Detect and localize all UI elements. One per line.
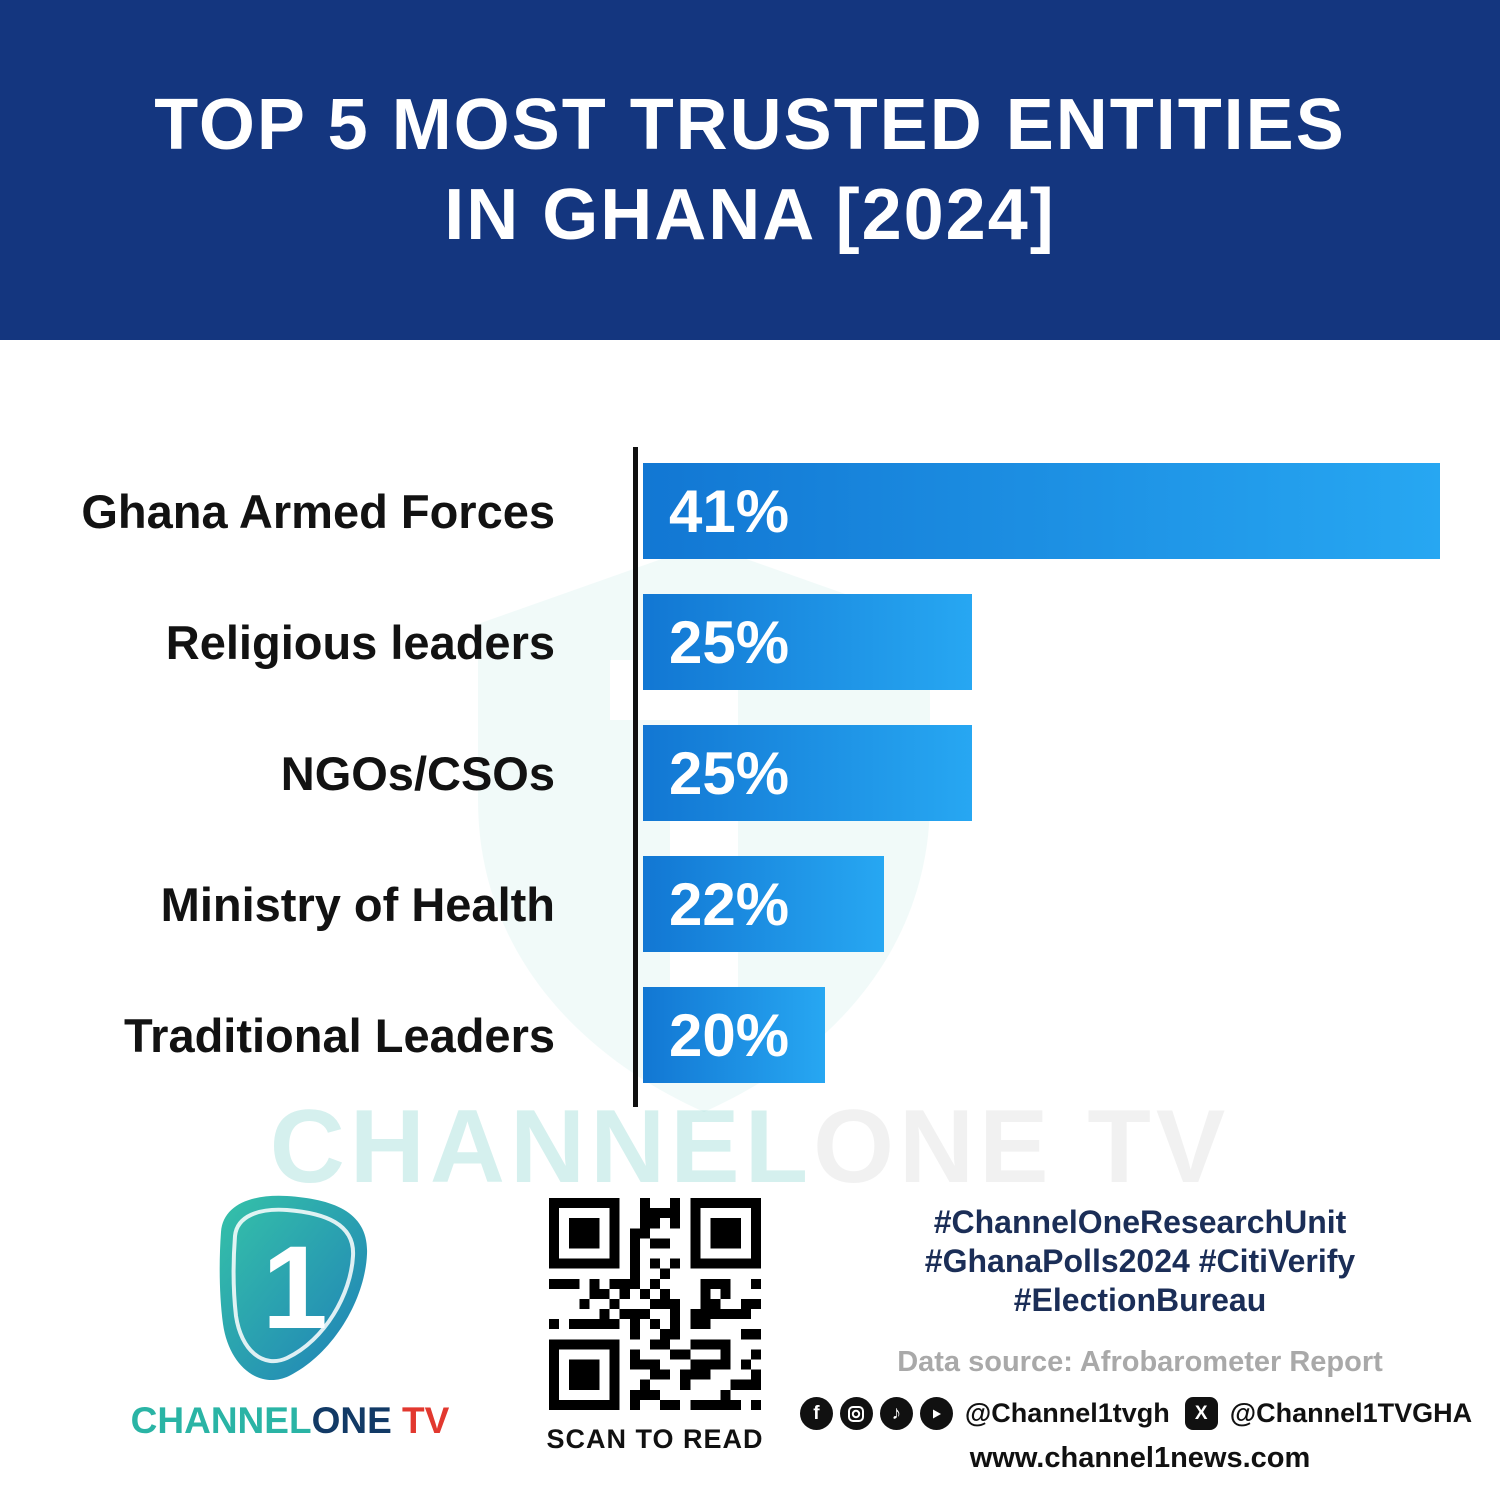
brand-wordmark-tv: TV xyxy=(391,1400,450,1441)
x-icon: X xyxy=(1184,1397,1218,1431)
bar-value-label: 20% xyxy=(669,1001,790,1069)
bar: 22% xyxy=(643,856,884,952)
bar: 25% xyxy=(643,725,972,821)
website-url: www.channel1news.com xyxy=(969,1442,1311,1475)
hashtag-line-3: #ElectionBureau xyxy=(1013,1282,1267,1319)
instagram-icon xyxy=(839,1397,873,1431)
data-source-text: Data source: Afrobarometer Report xyxy=(897,1346,1383,1379)
page-title-line2: IN GHANA [2024] xyxy=(444,175,1056,255)
bar-value-label: 25% xyxy=(669,739,790,807)
facebook-icon: f xyxy=(799,1397,833,1431)
bar: 25% xyxy=(643,594,972,690)
bar-value-label: 25% xyxy=(669,608,790,676)
header-band: TOP 5 MOST TRUSTED ENTITIES IN GHANA [20… xyxy=(0,0,1500,340)
qr-caption: SCAN TO READ xyxy=(546,1424,764,1454)
bar-category-label: Religious leaders xyxy=(165,615,555,669)
social-handle-x: @Channel1TVGHA xyxy=(1229,1398,1473,1429)
bar-category-label: NGOs/CSOs xyxy=(280,746,555,800)
chart-row: Traditional Leaders 20% xyxy=(0,987,1500,1083)
channel-one-logo-icon: 1 xyxy=(219,1195,367,1381)
bar-value-label: 41% xyxy=(669,477,790,545)
bar-chart-rows: Ghana Armed Forces 41% Religious leaders 25… xyxy=(0,463,1500,1118)
bar-value-label: 22% xyxy=(669,870,790,938)
hashtag-line-1: #ChannelOneResearchUnit xyxy=(933,1204,1347,1240)
chart-axis-line xyxy=(633,447,638,1107)
social-row: f ♪ @Channel1tvgh X @Channel1TVGHA xyxy=(799,1397,1472,1431)
chart-row: Ministry of Health 22% xyxy=(0,856,1500,952)
chart-row: Religious leaders 25% xyxy=(0,594,1500,690)
brand-wordmark-one: ONE xyxy=(311,1400,392,1441)
bar: 41% xyxy=(643,463,1440,559)
qr-block: SCAN TO READ xyxy=(535,1198,775,1455)
tiktok-icon: ♪ xyxy=(879,1397,913,1431)
bar: 20% xyxy=(643,987,825,1083)
hashtag-line-2: #GhanaPolls2024 #CitiVerify xyxy=(924,1243,1356,1280)
social-handle-main: @Channel1tvgh xyxy=(964,1398,1170,1429)
qr-code xyxy=(549,1198,761,1410)
brand-wordmark: CHANNELONE TV xyxy=(131,1400,450,1442)
footer-info-block: #ChannelOneResearchUnit #GhanaPolls2024 … xyxy=(799,1203,1472,1475)
bar-category-label: Ministry of Health xyxy=(160,877,555,931)
svg-text:1: 1 xyxy=(262,1222,328,1354)
chart-row: Ghana Armed Forces 41% xyxy=(0,463,1500,559)
bar-category-label: Ghana Armed Forces xyxy=(81,484,555,538)
youtube-icon xyxy=(919,1397,953,1431)
page-title-line1: TOP 5 MOST TRUSTED ENTITIES xyxy=(154,85,1346,165)
brand-logo-block: 1 CHANNELONE TV xyxy=(120,1190,460,1442)
chart-row: NGOs/CSOs 25% xyxy=(0,725,1500,821)
bar-category-label: Traditional Leaders xyxy=(124,1008,555,1062)
brand-wordmark-channel: CHANNEL xyxy=(130,1400,312,1441)
